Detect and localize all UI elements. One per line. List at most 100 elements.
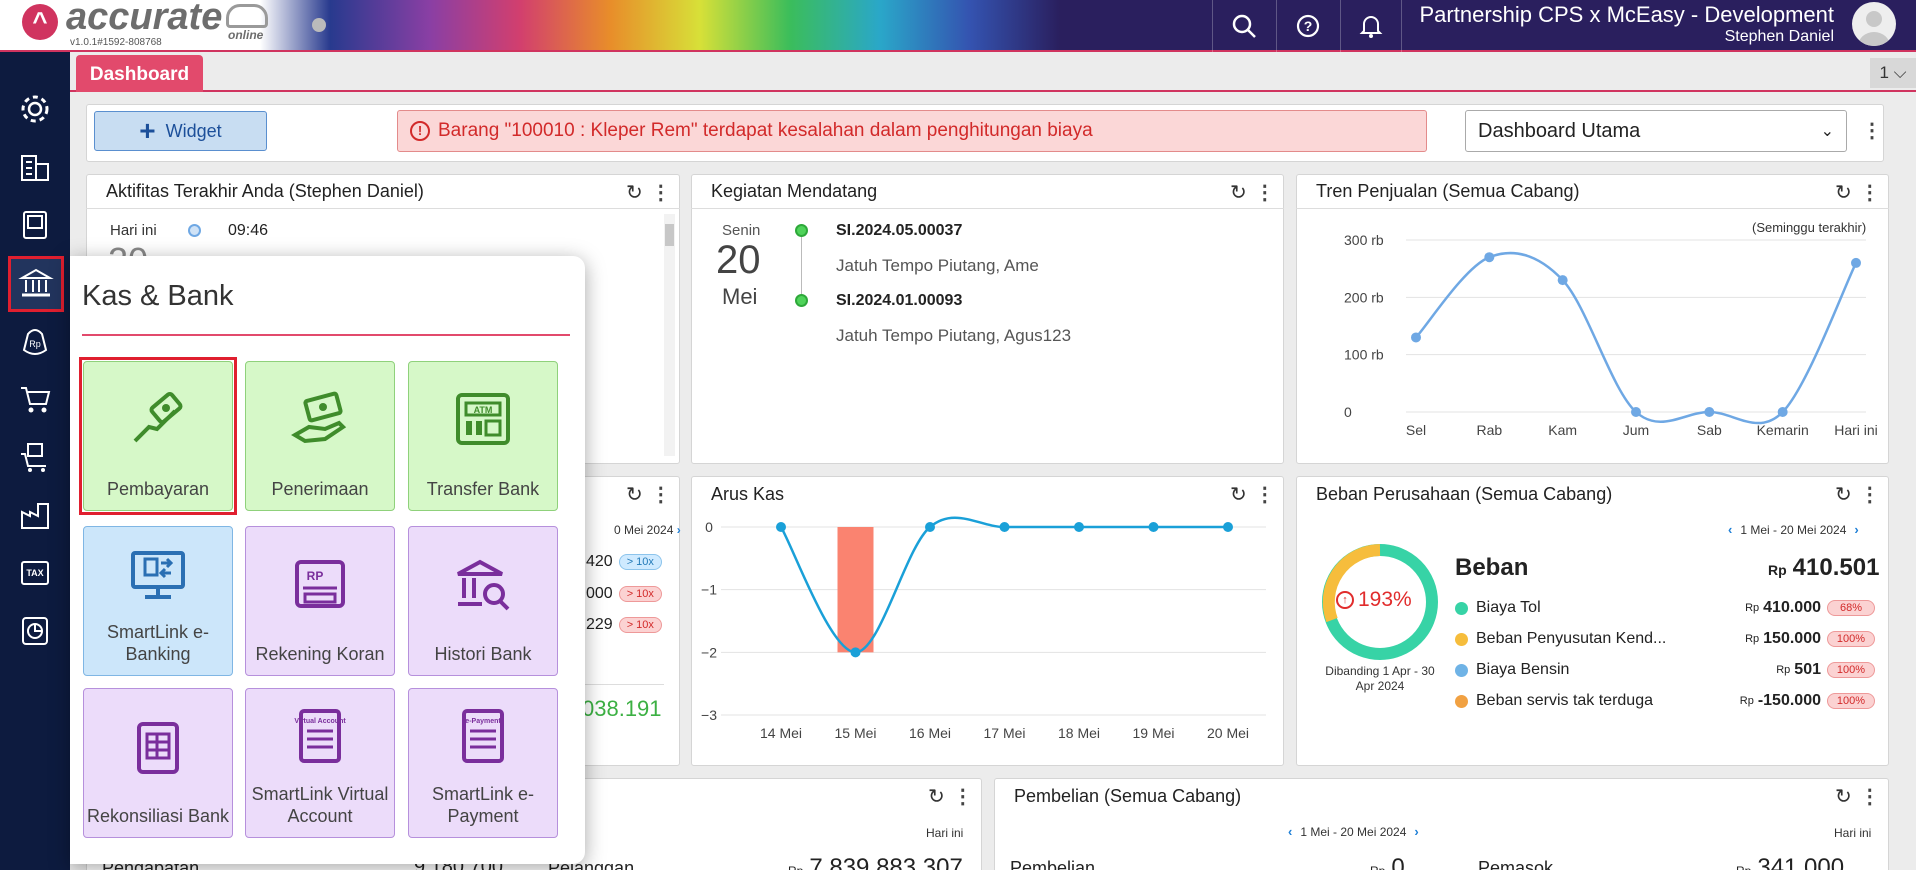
beban-item: Beban Penyusutan Kend... Rp 150.000 100% [1455,627,1875,651]
pembelian-label: Pembelian [1010,858,1096,870]
card-menu-icon[interactable]: ⋮ [1859,785,1880,808]
y-tick-label: −1 [701,582,717,598]
event-code[interactable]: SI.2024.05.00037 [836,222,963,239]
refresh-icon[interactable]: ↻ [1835,484,1852,506]
tile-label: Transfer Bank [426,479,540,499]
sidebar-item-sales[interactable]: Rp [12,318,58,364]
tile-smartlink-epayment[interactable]: e-Payment SmartLink e-Payment [408,688,558,838]
tile-label: Penerimaan [271,479,369,499]
beban-item-name: Biaya Bensin [1476,661,1570,678]
date-fragment: 0 Mei 2024 › [614,523,681,537]
plus-icon: + [139,115,156,146]
card-menu-icon[interactable]: ⋮ [650,181,671,204]
tile-transfer-bank[interactable]: ATM Transfer Bank [408,361,558,511]
tren-period: (Seminggu terakhir) [1752,220,1867,235]
tile-rekonsiliasi-bank[interactable]: Rekonsiliasi Bank [83,688,233,838]
currency: Rp [788,864,803,870]
organization-name[interactable]: Partnership CPS x McEasy - Development [1419,2,1835,27]
x-tick-label: Jum [1623,422,1649,438]
refresh-icon[interactable]: ↻ [1230,182,1247,204]
chevron-right-icon[interactable]: › [1854,522,1859,537]
event-code[interactable]: SI.2024.01.00093 [836,292,963,309]
add-widget-button[interactable]: + Widget [94,111,267,151]
refresh-icon[interactable]: ↻ [928,786,945,808]
y-tick-label: 100 rb [1344,347,1384,363]
refresh-icon[interactable]: ↻ [626,484,643,506]
refresh-icon[interactable]: ↻ [626,182,643,204]
chevron-left-icon[interactable]: ‹ [1728,522,1733,537]
tile-histori-bank[interactable]: Histori Bank [408,526,558,676]
tile-smartlink-ebanking[interactable]: SmartLink e-Banking [83,526,233,676]
tile-smartlink-virtual-account[interactable]: Virtual Account SmartLink Virtual Accoun… [245,688,395,838]
tile-label: Histori Bank [434,644,532,664]
sidebar-item-settings[interactable] [12,86,58,132]
scrollbar[interactable] [664,214,675,456]
tile-penerimaan[interactable]: Penerimaan [245,361,395,511]
beban-item-pct: 100% [1827,693,1875,709]
y-tick-label: −2 [701,644,717,660]
tile-label: Pembayaran [106,479,210,499]
card-menu-icon[interactable]: ⋮ [1254,483,1275,506]
divider [86,208,680,209]
sidebar-item-reports[interactable] [12,608,58,654]
sidebar-item-purchase[interactable] [12,376,58,422]
legend-dot [1455,632,1468,646]
sidebar-item-kas-bank[interactable] [8,256,64,312]
card-menu-icon[interactable]: ⋮ [1859,181,1880,204]
widget-label: Widget [165,120,222,141]
dashboard-select[interactable]: Dashboard Utama ⌄ [1465,110,1847,152]
tren-title: Tren Penjualan (Semua Cabang) [1316,181,1580,201]
beban-card [1296,476,1889,766]
refresh-icon[interactable]: ↻ [1230,484,1247,506]
card-menu-icon[interactable]: ⋮ [952,785,973,808]
app-version: v1.0.1#1592-808768 [70,37,162,48]
sidebar-item-company[interactable] [12,144,58,190]
event-month: Mei [722,284,758,309]
timeline-line [801,232,802,296]
tax-icon: TAX [21,561,49,585]
data-point [1411,332,1421,343]
summary-row: 229 > 10x [586,616,662,634]
beban-donut [1322,544,1438,660]
card-menu-icon[interactable]: ⋮ [650,483,671,506]
help-button[interactable]: ? [1276,0,1338,52]
pembelian-value-group: Rp 0 [1370,854,1405,870]
toolbar-menu-icon[interactable]: ⋮ [1862,120,1882,142]
sidebar-item-inventory[interactable] [12,434,58,480]
user-name[interactable]: Stephen Daniel [1724,28,1834,45]
event-date: 20 [716,238,761,282]
arrow-up-circle-icon: ↑ [1336,591,1354,609]
card-menu-icon[interactable]: ⋮ [1859,483,1880,506]
tab-counter[interactable]: 1 ⌵ [1870,58,1916,88]
svg-text:?: ? [1303,18,1312,34]
sidebar-item-assets[interactable] [12,492,58,538]
search-button[interactable] [1212,0,1274,52]
refresh-icon[interactable]: ↻ [1835,786,1852,808]
beban-heading: Beban [1455,554,1529,581]
statement-icon: RP [295,560,345,608]
pemasok-value-group: Rp 341.000 [1736,854,1844,870]
avatar[interactable] [1852,2,1896,46]
beban-range: 1 Mei - 20 Mei 2024 [1740,522,1847,537]
card-menu-icon[interactable]: ⋮ [1254,181,1275,204]
refresh-icon[interactable]: ↻ [1835,182,1852,204]
notification-button[interactable] [1340,0,1402,52]
accurate-logo-icon[interactable]: ^ [22,4,58,40]
tile-pembayaran[interactable]: Pembayaran [83,361,233,511]
receive-money-icon [291,391,347,444]
cost-error-alert[interactable]: ! Barang "100010 : Kleper Rem" terdapat … [397,110,1427,152]
chevron-right-icon[interactable]: › [1414,824,1419,839]
summary-value: 229 [586,616,613,633]
building-icon [21,155,49,181]
tab-dashboard[interactable]: Dashboard [76,55,203,92]
currency: Rp [1745,602,1760,614]
tile-rekening-koran[interactable]: RP Rekening Koran [245,526,395,676]
money-bag-icon: Rp [22,329,48,355]
sidebar-item-tax[interactable]: TAX [12,550,58,596]
factory-icon [21,503,49,529]
sidebar-item-ledger[interactable] [12,202,58,248]
y-tick-label: 200 rb [1344,289,1384,305]
beban-item-amount: 501 [1794,661,1821,678]
legend-dot [1455,694,1468,708]
chevron-left-icon[interactable]: ‹ [1288,824,1293,839]
